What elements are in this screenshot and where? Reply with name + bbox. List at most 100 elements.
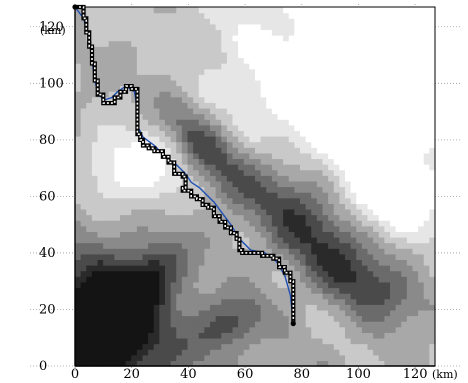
raster-cell <box>300 85 307 92</box>
raster-cell <box>300 276 307 283</box>
raster-cell <box>165 360 172 367</box>
raster-cell <box>373 360 380 367</box>
raster-cell <box>103 130 110 137</box>
raster-cell <box>204 63 211 70</box>
raster-cell <box>243 18 250 25</box>
raster-cell <box>142 175 149 182</box>
start-point-marker <box>72 4 78 10</box>
raster-cell <box>266 287 273 294</box>
raster-cell <box>125 46 132 53</box>
raster-cell <box>395 113 402 120</box>
raster-cell <box>165 203 172 210</box>
raster-cell <box>401 315 408 322</box>
raster-cell <box>328 220 335 227</box>
raster-cell <box>249 74 256 81</box>
raster-cell <box>322 203 329 210</box>
raster-cell <box>165 304 172 311</box>
raster-cell <box>210 180 217 188</box>
raster-cell <box>339 293 346 300</box>
raster-cell <box>395 281 402 289</box>
raster-cell <box>232 12 239 19</box>
raster-cell <box>305 270 312 277</box>
raster-cell <box>316 51 324 59</box>
raster-cell <box>181 79 189 87</box>
raster-cell <box>418 152 425 160</box>
raster-cell <box>390 203 397 210</box>
raster-cell <box>232 85 239 92</box>
raster-cell <box>429 169 436 176</box>
raster-cell <box>97 349 104 356</box>
raster-cell <box>429 236 436 244</box>
raster-cell <box>423 23 430 31</box>
raster-cell <box>86 203 93 210</box>
raster-cell <box>226 265 234 272</box>
raster-cell <box>339 315 346 322</box>
raster-cell <box>361 259 369 266</box>
raster-cell <box>148 40 155 47</box>
raster-cell <box>322 12 329 19</box>
raster-cell <box>401 354 408 361</box>
raster-cell <box>418 147 425 154</box>
raster-cell <box>333 51 340 59</box>
raster-cell <box>108 164 115 171</box>
raster-cell <box>373 349 380 356</box>
x-tick-label: 100 <box>346 367 371 382</box>
raster-cell <box>288 265 295 272</box>
raster-cell <box>316 124 324 132</box>
raster-cell <box>311 337 318 345</box>
raster-cell <box>193 270 200 277</box>
raster-cell <box>153 158 160 165</box>
raster-cell <box>423 119 430 126</box>
raster-cell <box>193 63 200 70</box>
raster-cell <box>114 343 121 350</box>
raster-cell <box>406 35 414 42</box>
raster-cell <box>165 74 172 81</box>
raster-cell <box>300 186 307 193</box>
raster-cell <box>165 136 172 143</box>
raster-cell <box>356 40 363 47</box>
raster-cell <box>80 192 87 199</box>
raster-cell <box>401 242 408 249</box>
raster-cell <box>283 220 290 227</box>
raster-cell <box>395 57 402 64</box>
raster-cell <box>221 91 228 98</box>
raster-cell <box>187 326 194 333</box>
raster-cell <box>181 102 189 109</box>
raster-cell <box>193 298 200 305</box>
raster-cell <box>176 136 183 143</box>
raster-cell <box>255 236 262 244</box>
raster-cell <box>271 68 279 75</box>
raster-cell <box>232 186 239 193</box>
raster-cell <box>260 225 267 232</box>
raster-cell <box>418 164 425 171</box>
raster-cell <box>75 343 82 350</box>
raster-cell <box>249 169 256 176</box>
raster-cell <box>120 113 127 120</box>
raster-cell <box>210 7 217 14</box>
raster-cell <box>75 130 82 137</box>
raster-cell <box>294 102 301 109</box>
raster-cell <box>423 242 430 249</box>
raster-cell <box>401 141 408 148</box>
raster-cell <box>204 309 211 317</box>
raster-cell <box>384 197 391 204</box>
raster-cell <box>86 332 93 339</box>
raster-cell <box>148 180 155 188</box>
raster-cell <box>406 164 414 171</box>
raster-cell <box>316 96 324 103</box>
raster-cell <box>373 141 380 148</box>
raster-cell <box>136 276 144 283</box>
raster-cell <box>255 225 262 232</box>
raster-cell <box>294 298 301 305</box>
raster-cell <box>86 147 93 154</box>
raster-cell <box>401 35 408 42</box>
raster-cell <box>356 107 363 115</box>
raster-cell <box>328 321 335 328</box>
raster-cell <box>345 242 352 249</box>
raster-cell <box>136 164 144 171</box>
raster-cell <box>238 29 245 36</box>
raster-cell <box>75 337 82 345</box>
raster-cell <box>148 225 155 232</box>
raster-cell <box>418 343 425 350</box>
raster-cell <box>277 152 284 160</box>
